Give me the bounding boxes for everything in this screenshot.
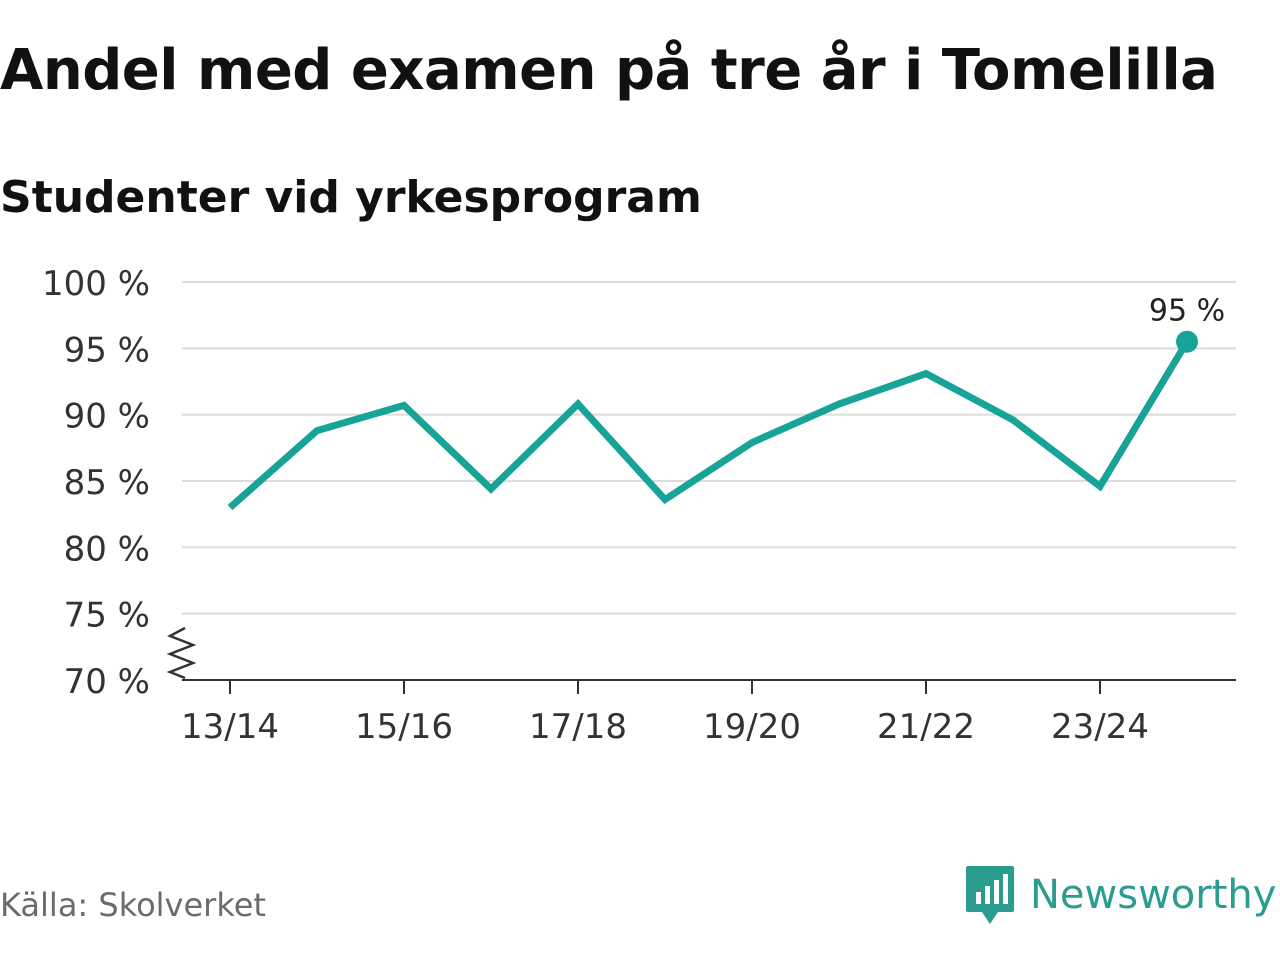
last-point-label: 95 % bbox=[1149, 294, 1225, 329]
x-tick-label: 23/24 bbox=[1051, 707, 1149, 747]
series bbox=[227, 330, 1198, 511]
source-note: Källa: Skolverket bbox=[0, 886, 266, 924]
axis-break-icon bbox=[166, 626, 197, 680]
chart-title: Andel med examen på tre år i Tomelilla bbox=[0, 38, 1218, 103]
brand-logo: Newsworthy bbox=[964, 864, 1276, 926]
brand-name: Newsworthy bbox=[1030, 872, 1277, 918]
x-tick-label: 21/22 bbox=[877, 707, 975, 747]
gridlines bbox=[182, 281, 1236, 615]
x-tick-label: 15/16 bbox=[355, 707, 453, 747]
y-tick-label: 80 % bbox=[64, 529, 150, 569]
x-tick-label: 13/14 bbox=[181, 707, 279, 747]
newsworthy-logo-icon bbox=[966, 866, 1014, 924]
last-data-point bbox=[1176, 330, 1198, 353]
x-axis-ticks: 13/14 15/16 17/18 19/20 21/22 23/24 bbox=[181, 680, 1149, 747]
x-axis bbox=[166, 626, 1236, 681]
x-tick-label: 19/20 bbox=[703, 707, 801, 747]
y-tick-label: 75 % bbox=[64, 596, 150, 636]
y-tick-label: 95 % bbox=[64, 330, 150, 370]
x-tick-label: 17/18 bbox=[529, 707, 627, 747]
chart-subtitle: Studenter vid yrkesprogram bbox=[0, 172, 702, 223]
y-tick-label: 85 % bbox=[64, 463, 150, 503]
y-tick-label: 100 % bbox=[42, 264, 150, 304]
data-labels: 95 % bbox=[1149, 294, 1225, 329]
y-axis-ticks: 70 % 75 % 80 % 85 % 90 % 95 % 100 % bbox=[42, 264, 150, 702]
y-tick-label: 70 % bbox=[64, 662, 150, 702]
y-tick-label: 90 % bbox=[64, 397, 150, 437]
series-line bbox=[227, 339, 1190, 511]
